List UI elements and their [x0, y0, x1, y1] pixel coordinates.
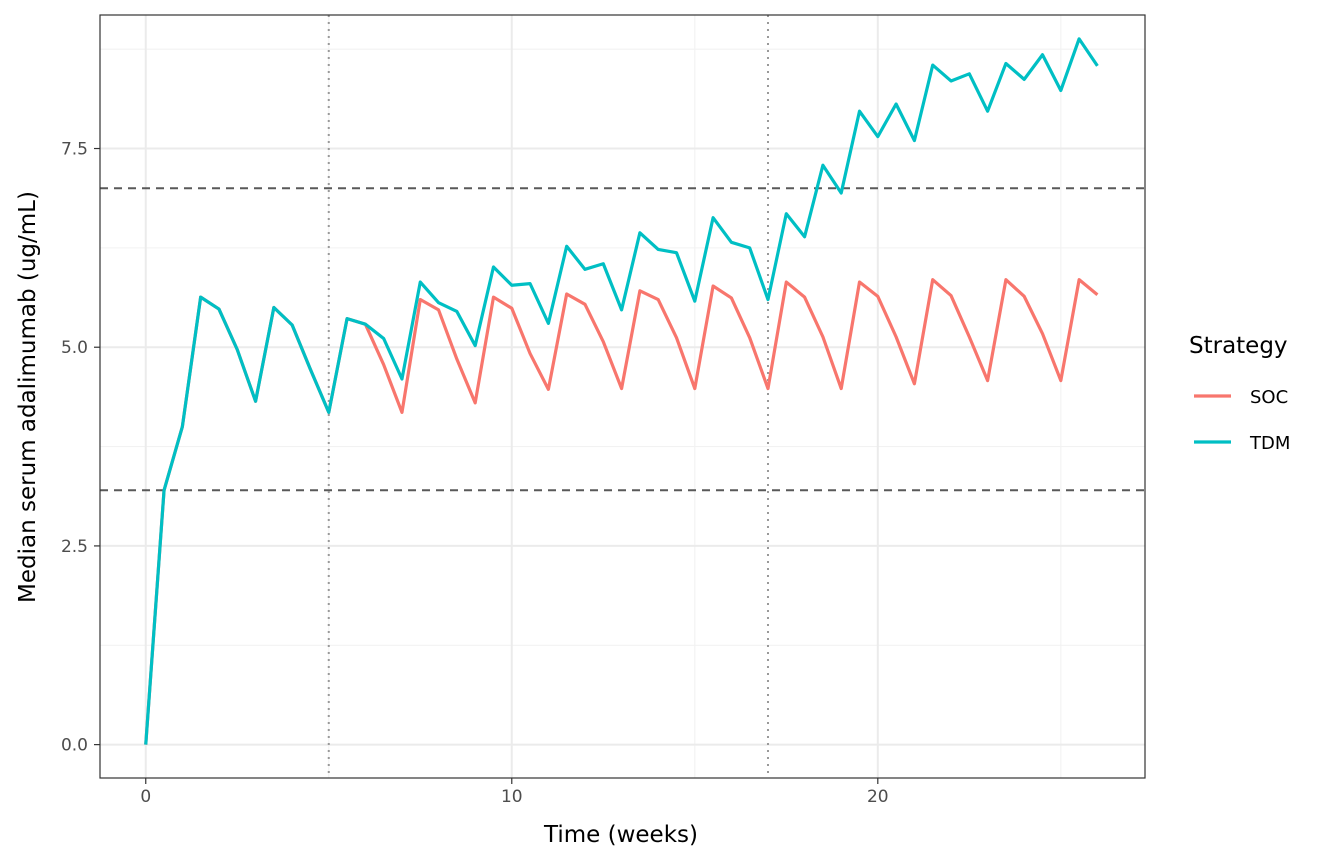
legend-label-soc: SOC	[1250, 387, 1288, 408]
major-gridlines	[100, 15, 1145, 778]
y-tick-label: 2.5	[61, 537, 88, 557]
x-axis: 0 10 20	[140, 778, 889, 807]
legend-label-tdm: TDM	[1249, 433, 1290, 454]
y-tick-label: 0.0	[61, 736, 88, 756]
x-tick-label: 10	[501, 787, 523, 807]
x-tick-label: 20	[867, 787, 889, 807]
panel-border	[99, 14, 1146, 779]
minor-gridlines	[100, 15, 1145, 778]
reference-lines	[100, 15, 1145, 778]
y-axis: 0.0 2.5 5.0 7.5	[61, 140, 100, 756]
legend: Strategy SOC TDM	[1189, 333, 1290, 454]
series-line-tdm	[144, 37, 1099, 745]
y-tick-label: 5.0	[61, 338, 88, 358]
y-axis-title: Median serum adalimumab (ug/mL)	[15, 191, 41, 603]
series-layer	[144, 37, 1099, 745]
x-axis-title: Time (weeks)	[543, 822, 698, 848]
legend-title: Strategy	[1189, 333, 1288, 359]
x-tick-label: 0	[140, 787, 151, 807]
y-tick-label: 7.5	[61, 140, 88, 160]
